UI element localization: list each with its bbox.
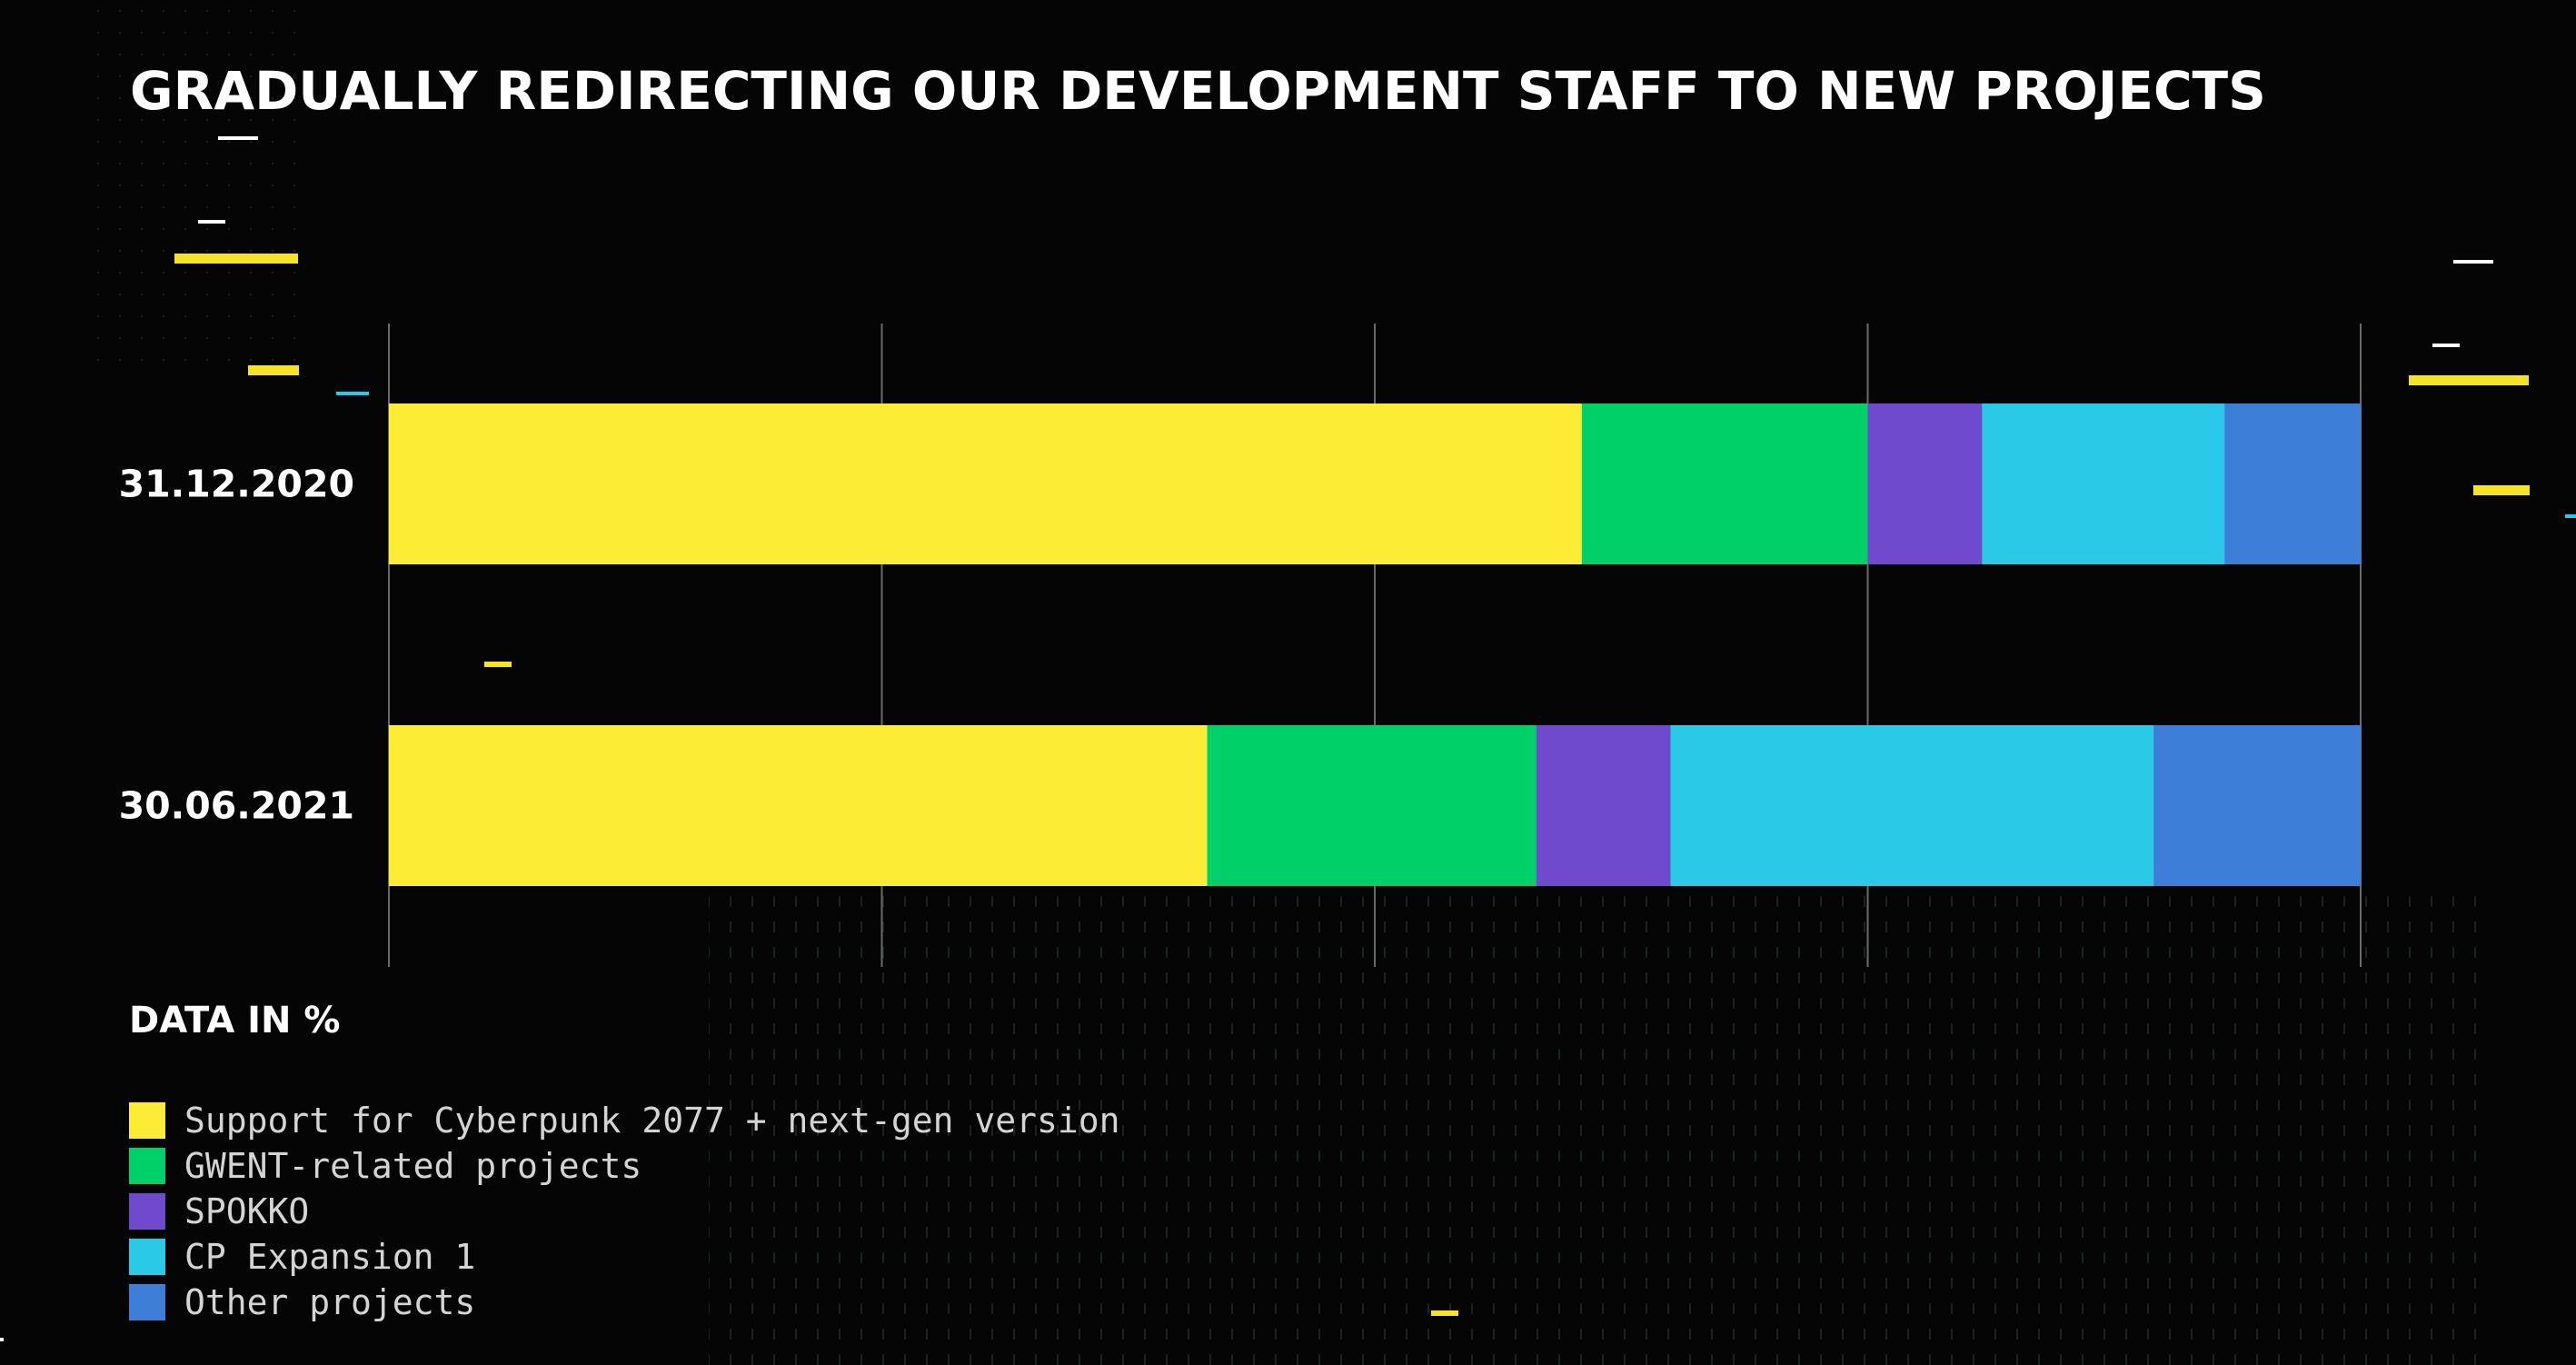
bar-segment-2-series-2 (1207, 725, 1537, 886)
legend-swatch-support-cyberpunk (129, 1102, 165, 1139)
legend-label-gwent: GWENT-related projects (184, 1146, 642, 1186)
bar-segment-1-series-1 (389, 404, 1583, 564)
bar-segment-2-series-5 (2153, 725, 2362, 886)
bar-segment-2-series-3 (1536, 725, 1672, 886)
legend-label-spokko: SPOKKO (184, 1191, 310, 1231)
data-unit-note: DATA IN % (129, 1000, 341, 1041)
chart-title: GRADUALLY REDIRECTING OUR DEVELOPMENT ST… (130, 60, 2266, 122)
bar-segment-1-series-5 (2224, 404, 2362, 564)
legend-swatch-gwent (129, 1148, 165, 1184)
legend-item: GWENT-related projects (129, 1143, 1120, 1189)
legend-item: SPOKKO (129, 1189, 1120, 1234)
bar-segment-1-series-2 (1581, 404, 1869, 564)
bar-segment-2-series-1 (389, 725, 1208, 886)
legend-swatch-spokko (129, 1193, 165, 1230)
legend-item: Other projects (129, 1280, 1120, 1325)
category-label-2: 30.06.2021 (119, 784, 354, 828)
bar-segment-1-series-4 (1982, 404, 2225, 564)
bars (389, 404, 2362, 886)
legend-item: Support for Cyberpunk 2077 + next-gen ve… (129, 1098, 1120, 1143)
legend: Support for Cyberpunk 2077 + next-gen ve… (129, 1098, 1120, 1325)
bar-segment-2-series-4 (1670, 725, 2154, 886)
legend-item: CP Expansion 1 (129, 1234, 1120, 1280)
legend-label-support-cyberpunk: Support for Cyberpunk 2077 + next-gen ve… (184, 1101, 1120, 1141)
category-labels: 31.12.2020 30.06.2021 (119, 463, 354, 828)
legend-swatch-cp-expansion (129, 1239, 165, 1275)
legend-label-cp-expansion: CP Expansion 1 (184, 1237, 476, 1277)
bar-segment-1-series-3 (1867, 404, 1983, 564)
legend-label-other: Other projects (184, 1282, 476, 1322)
category-label-1: 31.12.2020 (119, 463, 354, 506)
legend-swatch-other (129, 1284, 165, 1320)
